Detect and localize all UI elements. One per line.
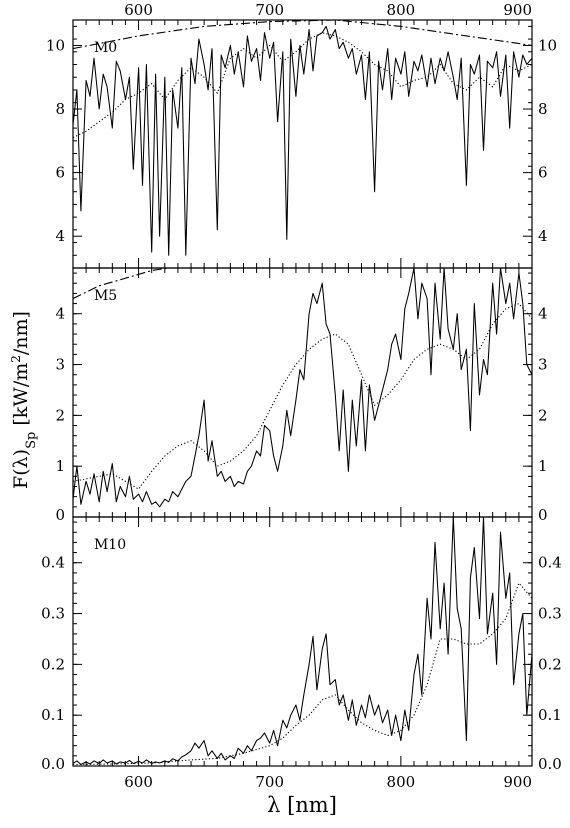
y-tick-label-right: 0.2 xyxy=(538,655,562,673)
x-tick-label: 900 xyxy=(503,1,532,19)
y-tick-label-right: 4 xyxy=(538,227,548,245)
y-tick-label-right: 0.3 xyxy=(538,605,562,623)
y-tick-label-right: 8 xyxy=(538,100,548,118)
plot-frame xyxy=(72,516,533,767)
panel-m0: 4 4 6 6 8 8 10 10 M0 600 700 800 900 xyxy=(46,1,557,269)
plot-frame xyxy=(72,19,533,269)
x-tick-label: 700 xyxy=(255,773,284,791)
y-tick-label-left: 6 xyxy=(55,164,65,182)
x-tick-label: 900 xyxy=(503,773,532,791)
panel-m5: 0 0 1 1 2 2 3 3 4 4 M5 xyxy=(55,267,548,524)
y-tick-label-left: 4 xyxy=(55,305,65,323)
y-tick-label-right: 0.4 xyxy=(538,554,562,572)
y-tick-label-right: 3 xyxy=(538,356,548,374)
y-tick-label-left: 2 xyxy=(55,406,65,424)
series-dashdot-line xyxy=(73,20,532,50)
panel-m10: 0.0 0.0 0.1 0.1 0.2 0.2 0.3 0.3 0.4 0.4 M10 600 700 8… xyxy=(41,516,562,791)
y-tick-label-right: 10 xyxy=(538,36,557,54)
y-tick-label-left: 0.1 xyxy=(41,706,65,724)
panel-label: M5 xyxy=(94,288,117,304)
y-tick-label-left: 0.0 xyxy=(41,755,65,773)
y-tick-label-right: 2 xyxy=(538,406,548,424)
y-tick-label-right: 0.0 xyxy=(538,755,562,773)
y-tick-label-left: 3 xyxy=(55,356,65,374)
y-tick-label-left: 1 xyxy=(55,457,65,475)
series-solid-line xyxy=(73,517,532,766)
y-tick-label-right: 0.1 xyxy=(538,706,562,724)
y-tick-label-right: 1 xyxy=(538,457,548,475)
y-tick-label-left: 0.3 xyxy=(41,605,65,623)
y-tick-label-left: 0.4 xyxy=(41,554,65,572)
y-tick-label-left: 0.2 xyxy=(41,655,65,673)
x-tick-label: 600 xyxy=(124,773,153,791)
series-solid-line xyxy=(73,25,532,256)
series-dotted-line xyxy=(73,302,532,490)
x-tick-label: 800 xyxy=(387,1,416,19)
x-tick-label: 800 xyxy=(387,773,416,791)
series-solid-line xyxy=(73,268,532,508)
series-dashdot-line xyxy=(73,268,168,299)
y-tick-label-left: 0 xyxy=(55,506,65,524)
y-tick-label-right: 4 xyxy=(538,305,548,323)
x-tick-label: 600 xyxy=(124,1,153,19)
x-tick-label: 700 xyxy=(255,1,284,19)
y-tick-label-right: 6 xyxy=(538,164,548,182)
plot-frame xyxy=(72,267,533,518)
panel-label: M0 xyxy=(94,40,117,56)
y-tick-label-left: 10 xyxy=(46,36,65,54)
y-tick-label-left: 4 xyxy=(55,227,65,245)
series-dotted-line xyxy=(73,32,532,139)
y-tick-label-right: 0 xyxy=(538,506,548,524)
y-tick-label-left: 8 xyxy=(55,100,65,118)
x-axis-label: λ [nm] xyxy=(267,793,337,817)
series-dotted-line xyxy=(73,582,532,766)
panel-label: M10 xyxy=(94,537,126,553)
y-axis-label: F(λ)Sp [kW/m2/nm] xyxy=(9,311,39,489)
